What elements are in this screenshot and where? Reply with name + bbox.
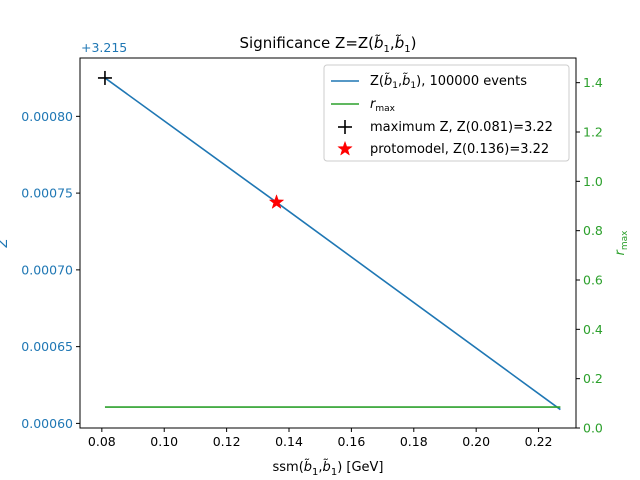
x-tick-label: 0.08 — [88, 434, 116, 449]
x-tick-label: 0.12 — [213, 434, 241, 449]
y-left-tick-label: 0.00070 — [21, 262, 73, 277]
y-right-tick-label: 0.2 — [583, 371, 603, 386]
legend-label-rmax: rmax — [370, 97, 396, 114]
legend-label-z: Z(b̃1,b̃1), 100000 events — [370, 74, 527, 91]
legend-box — [323, 64, 570, 162]
y-left-tick-label: 0.00060 — [21, 416, 73, 431]
chart-title: Significance Z=Z(b̃1,b̃1) — [240, 33, 417, 55]
x-axis-label: ssm(b̃1,b̃1) [GeV] — [272, 460, 383, 478]
y-right-tick-label: 1.2 — [583, 125, 603, 140]
legend: Z(b̃1,b̃1), 100000 events rmax maximum Z… — [323, 64, 570, 162]
x-tick-label: 0.22 — [525, 434, 553, 449]
x-tick-label: 0.10 — [150, 434, 178, 449]
y-right-tick-label: 0.4 — [583, 322, 603, 337]
legend-swatch-protomodel — [337, 140, 353, 156]
x-tick-label: 0.14 — [275, 434, 303, 449]
markers-group — [97, 70, 285, 209]
y-right-tick-label: 0.6 — [583, 273, 603, 288]
x-tick-label: 0.20 — [462, 434, 490, 449]
marker-protomodel — [268, 194, 285, 209]
y-axis-left: 0.00060 0.00065 0.00070 0.00075 0.00080 — [21, 109, 80, 431]
y-right-tick-label: 1.4 — [583, 75, 603, 90]
y-axis-label-right: rmax — [613, 230, 630, 256]
plot-frame — [79, 57, 577, 429]
x-tick-label: 0.16 — [337, 434, 365, 449]
legend-label-protomodel: protomodel, Z(0.136)=3.22 — [370, 142, 549, 157]
y-axis-label-left: Z — [0, 237, 11, 248]
legend-label-maxz: maximum Z, Z(0.081)=3.22 — [370, 120, 553, 135]
y-left-tick-label: 0.00080 — [21, 109, 73, 124]
y-left-tick-label: 0.00075 — [21, 186, 73, 201]
y-axis-right: 0.0 0.2 0.4 0.6 0.8 1.0 1.2 1.4 — [576, 75, 603, 436]
x-axis: 0.08 0.10 0.12 0.14 0.16 0.18 0.20 0.22 — [88, 428, 553, 449]
y-right-tick-label: 0.0 — [583, 421, 603, 436]
x-tick-label: 0.18 — [400, 434, 428, 449]
legend-swatch-maxz — [338, 120, 352, 134]
y-right-tick-label: 1.0 — [583, 174, 603, 189]
y-right-tick-label: 0.8 — [583, 223, 603, 238]
y-left-tick-label: 0.00065 — [21, 339, 73, 354]
y-offset-label: +3.215 — [81, 40, 127, 55]
